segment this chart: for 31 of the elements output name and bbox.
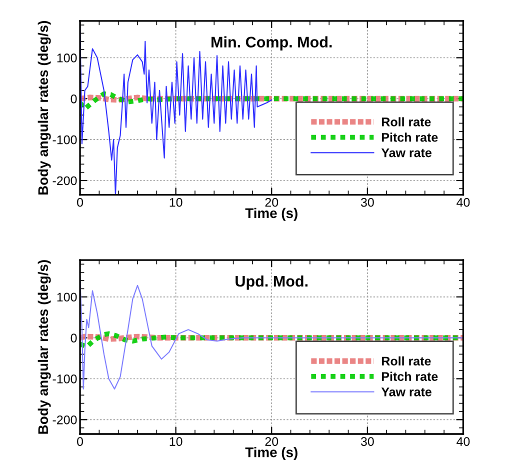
x-tick-label: 0 — [77, 198, 84, 207]
x-tick-label: 20 — [265, 198, 278, 207]
legend-label: Yaw rate — [381, 148, 432, 158]
x-tick-label: 10 — [170, 437, 182, 446]
x-axis-title: Time (s) — [245, 208, 298, 221]
legend-label: Roll rate — [382, 356, 431, 366]
x-tick-label: 20 — [265, 437, 278, 446]
x-axis-title: Time (s) — [245, 447, 298, 460]
x-tick-label: 0 — [77, 437, 84, 446]
x-tick-label: 10 — [170, 198, 182, 207]
y-tick-label: -200 — [52, 415, 77, 424]
y-tick-label: 100 — [57, 292, 77, 302]
text: Min. Comp. Mod. — [212, 36, 332, 51]
x-tick-label: 30 — [360, 198, 374, 207]
y-tick-label: -100 — [52, 374, 77, 384]
text: Upd. Mod. — [236, 275, 308, 290]
y-axis-title: Body angular rates (deg/s) — [38, 260, 51, 434]
legend-label: Roll rate — [382, 117, 431, 126]
x-tick-label: 40 — [456, 437, 470, 446]
legend-label: Pitch rate — [382, 132, 438, 142]
y-tick-label: -200 — [52, 176, 77, 186]
y-tick-label: 0 — [70, 334, 77, 342]
x-tick-label: 40 — [456, 198, 470, 207]
legend-label: Pitch rate — [382, 372, 438, 381]
y-tick-label: 100 — [57, 54, 77, 62]
y-tick-label: 0 — [70, 94, 77, 104]
x-tick-label: 30 — [360, 437, 374, 446]
line-series — [80, 91, 464, 112]
y-axis-title: Body angular rates (deg/s) — [38, 20, 51, 195]
legend-label: Yaw rate — [381, 388, 432, 396]
y-tick-label: -100 — [52, 135, 77, 144]
